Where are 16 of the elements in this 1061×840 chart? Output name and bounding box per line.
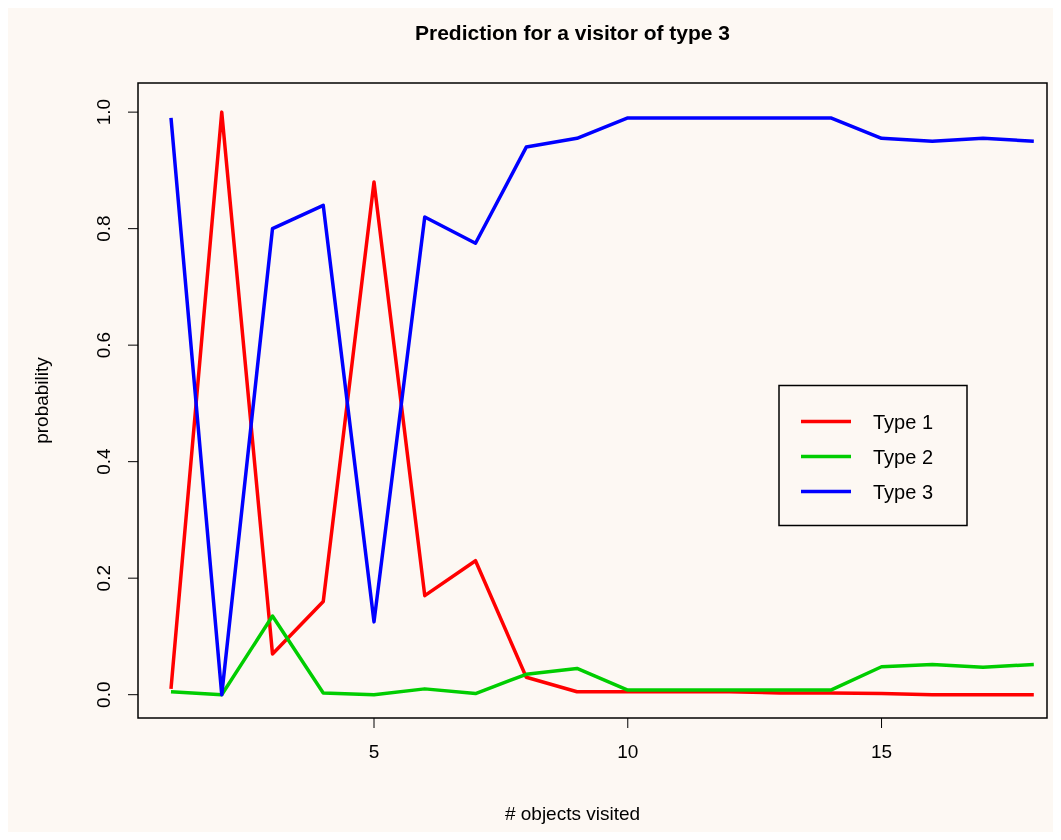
x-tick-label: 5 [368, 741, 380, 762]
line-series [169, 614, 1036, 697]
legend-label: Type 2 [873, 445, 934, 468]
x-axis-title: # objects visited [504, 803, 641, 824]
y-tick-label: 0.8 [93, 215, 114, 242]
y-tick-label: 0.4 [93, 448, 114, 475]
y-tick-label: 0.0 [93, 681, 114, 708]
y-axis-title: probability [31, 356, 52, 444]
x-tick-label: 15 [870, 741, 893, 762]
y-tick-label: 1.0 [93, 98, 114, 126]
y-tick-label: 0.2 [93, 564, 114, 592]
legend-label: Type 1 [873, 410, 934, 433]
x-tick-label: 10 [617, 741, 639, 762]
chart-title: Prediction for a visitor of type 3 [414, 21, 731, 44]
legend-label: Type 3 [873, 480, 934, 503]
y-tick-label: 0.6 [93, 331, 114, 359]
